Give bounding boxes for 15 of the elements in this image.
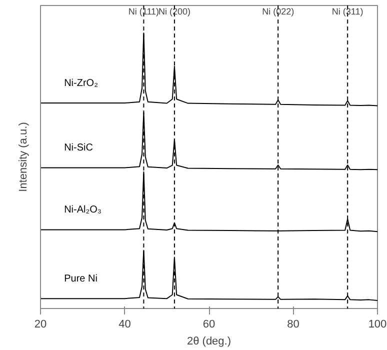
x-axis-title: 2θ (deg.) (186, 336, 232, 348)
series-label: Ni-ZrO₂ (64, 78, 98, 90)
x-tick-label: 60 (202, 318, 216, 330)
ref-line-label: Ni (022) (262, 6, 294, 16)
series-label: Ni-SiC (64, 142, 93, 154)
ref-line-label: Ni (311) (332, 6, 364, 16)
x-tick-label: 100 (368, 318, 387, 330)
ref-line-label: Ni (111) (128, 6, 160, 16)
series-label: Ni-Al₂O₃ (64, 204, 102, 216)
series-label: Pure Ni (64, 274, 98, 285)
x-tick-label: 20 (34, 318, 47, 330)
x-tick-label: 40 (118, 318, 131, 330)
ref-line-label: Ni (200) (158, 6, 190, 16)
y-axis-title: Intensity (a.u.) (18, 122, 30, 192)
x-tick-label: 80 (287, 318, 300, 330)
